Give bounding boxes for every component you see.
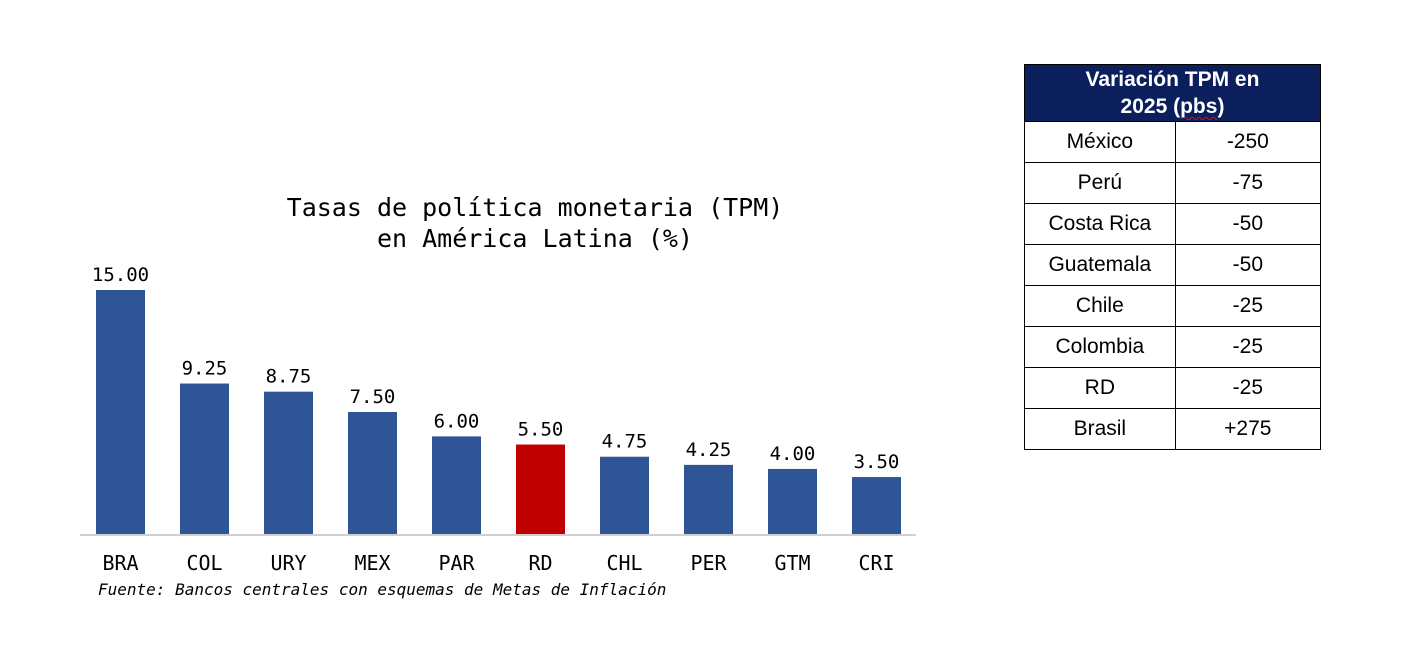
value-label-chl: 4.75 (602, 431, 648, 453)
category-label-col: COL (186, 551, 222, 575)
table-value-cell: -50 (1174, 203, 1322, 245)
bar-mex (348, 412, 397, 534)
category-label-cri: CRI (858, 551, 894, 575)
table-value-cell: +275 (1174, 408, 1322, 450)
bar-rd (516, 444, 565, 534)
category-label-par: PAR (438, 551, 475, 575)
category-label-ury: URY (270, 551, 306, 575)
table-value-cell: -50 (1174, 244, 1322, 286)
table-header: Variación TPM en 2025 (pbs) (1024, 64, 1321, 122)
table-row: RD -25 (1024, 367, 1322, 409)
category-label-per: PER (690, 551, 727, 575)
table-row: Colombia -25 (1024, 326, 1322, 368)
value-label-ury: 8.75 (266, 366, 312, 388)
table-value-cell: -75 (1174, 162, 1322, 204)
value-labels-group: 15.00 9.25 8.75 7.50 6.00 5.50 4.75 4.25 4.00 3.5… (92, 264, 899, 473)
bars-group (96, 290, 901, 534)
category-label-mex: MEX (354, 551, 390, 575)
bar-col (180, 383, 229, 534)
table-country-cell: México (1024, 121, 1176, 163)
table-country-cell: Perú (1024, 162, 1176, 204)
table-row: Perú -75 (1024, 162, 1322, 204)
bar-gtm (768, 468, 817, 534)
table-header-line2c: ) (1217, 95, 1225, 118)
bar-ury (264, 391, 313, 534)
value-label-mex: 7.50 (350, 386, 396, 408)
table-value-cell: -25 (1174, 367, 1322, 409)
table-header-line1: Variación TPM en (1085, 68, 1260, 91)
value-label-cri: 3.50 (854, 451, 900, 473)
table-value-cell: -25 (1174, 285, 1322, 327)
category-label-chl: CHL (606, 551, 642, 575)
bar-chl (600, 456, 649, 534)
bar-par (432, 436, 481, 534)
value-label-per: 4.25 (686, 439, 732, 461)
value-label-rd: 5.50 (518, 419, 564, 441)
table-header-row: Variación TPM en 2025 (pbs) (1024, 64, 1321, 122)
bar-bra (96, 290, 145, 534)
value-label-bra: 15.00 (92, 264, 149, 286)
category-labels-group: BRA COL URY MEX PAR RD CHL PER GTM CRI (102, 551, 894, 575)
table-header-line2a: 2025 ( (1120, 95, 1181, 118)
table-value-cell: -250 (1174, 121, 1322, 163)
table-row: Chile -25 (1024, 285, 1322, 327)
table-country-cell: Chile (1024, 285, 1176, 327)
bar-cri (852, 477, 901, 534)
category-label-gtm: GTM (774, 551, 810, 575)
table-row: México -250 (1024, 121, 1322, 163)
table-row: Brasil +275 (1024, 408, 1322, 450)
table-country-cell: Colombia (1024, 326, 1176, 368)
table-country-cell: Costa Rica (1024, 203, 1176, 245)
table-country-cell: RD (1024, 367, 1176, 409)
source-note: Fuente: Bancos centrales con esquemas de… (98, 580, 667, 599)
table-country-cell: Guatemala (1024, 244, 1176, 286)
table-value-cell: -25 (1174, 326, 1322, 368)
table-row: Guatemala -50 (1024, 244, 1322, 286)
category-label-bra: BRA (102, 551, 138, 575)
table-header-pbs: pbs (1180, 95, 1218, 118)
table-row: Costa Rica -50 (1024, 203, 1322, 245)
value-label-gtm: 4.00 (770, 443, 816, 465)
value-label-par: 6.00 (434, 410, 480, 432)
bar-chart: 15.00 9.25 8.75 7.50 6.00 5.50 4.75 4.25 4.00 3.5… (80, 264, 916, 575)
value-label-col: 9.25 (182, 358, 228, 380)
category-label-rd: RD (528, 551, 552, 575)
tpm-variation-table: Variación TPM en 2025 (pbs) México -250 P… (1024, 64, 1322, 450)
chart-title: Tasas de política monetaria (TPM) en Amé… (286, 193, 784, 253)
table-country-cell: Brasil (1024, 408, 1176, 450)
bar-per (684, 464, 733, 534)
